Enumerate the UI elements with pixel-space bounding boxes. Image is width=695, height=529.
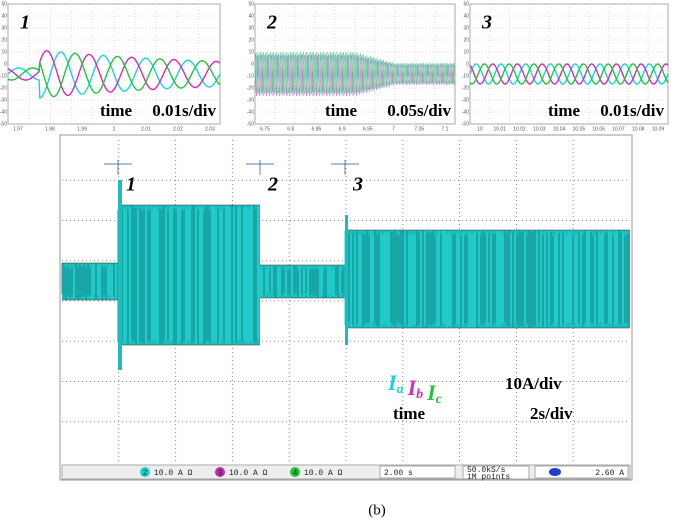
y-tick-label: -50 [462, 121, 469, 127]
inset: 50 40 30 20 10 0 -10 -20 -30 -40 -50 1.97 1.98 1.99 2 2… [0, 1, 220, 132]
y-tick-label: 40 [1, 13, 7, 19]
y-tick-label: -20 [247, 85, 254, 91]
x-tick-label: 10.09 [652, 126, 665, 132]
y-tick-label: 0 [251, 61, 254, 67]
waveform-envelope [118, 205, 260, 345]
y-tick-label: -40 [462, 109, 469, 115]
y-tick-label: 20 [1, 37, 7, 43]
x-tick-label: 6.8 [287, 126, 294, 132]
x-tick-label: 10.04 [553, 126, 566, 132]
x-tick-label: 6.95 [363, 126, 373, 132]
inset-number: 2 [266, 12, 277, 34]
x-tick-label: 10.02 [513, 126, 526, 132]
y-tick-label: 0 [466, 61, 469, 67]
channel-id: 3 [218, 469, 223, 478]
zoom-number: 1 [126, 174, 136, 196]
figure: 50403020100-10-20-30-40-501.971.981.9922… [0, 0, 695, 529]
page: {"insets": [ {"number": "1", "time": "ti… [0, 0, 695, 529]
y-tick-label: 20 [248, 37, 254, 43]
legend-sub: a [397, 382, 404, 397]
transient [345, 215, 348, 345]
y-tick-label: 30 [1, 25, 7, 31]
inset-time: time [548, 101, 581, 120]
y-tick-label: 30 [463, 25, 469, 31]
timebase: 2.00 s [384, 469, 413, 478]
transient [118, 180, 122, 370]
current-scale: 10A/div [505, 374, 562, 393]
x-tick-label: 10.07 [612, 126, 625, 132]
y-tick-label: 10 [463, 49, 469, 55]
y-tick-label: 10 [248, 49, 254, 55]
y-tick-label: -10 [247, 73, 254, 79]
x-tick-label: 1.97 [13, 126, 23, 132]
x-tick-label: 6.9 [339, 126, 346, 132]
x-tick-label: 2.01 [141, 126, 151, 132]
points: 1M points [467, 473, 510, 482]
zoom-number: 3 [352, 174, 363, 196]
trigger-badge [549, 468, 561, 476]
x-tick-label: 2.02 [173, 126, 183, 132]
trigger: 2.60 A [595, 469, 624, 478]
x-tick-label: 10.03 [533, 126, 546, 132]
x-tick-label: 10.05 [573, 126, 586, 132]
y-tick-label: 50 [1, 1, 7, 7]
inset-time: time [325, 101, 358, 120]
channel-setting: 10.0 A Ω [304, 469, 343, 478]
y-tick-label: -50 [0, 121, 7, 127]
y-tick-label: -10 [462, 73, 469, 79]
x-tick-label: 10.08 [632, 126, 645, 132]
y-tick-label: -50 [247, 121, 254, 127]
x-tick-label: 1.98 [45, 126, 55, 132]
y-tick-label: -10 [0, 73, 7, 79]
y-tick-label: -30 [462, 97, 469, 103]
y-tick-label: 20 [463, 37, 469, 43]
y-tick-label: 50 [463, 1, 469, 7]
inset-scale: 0.05s/div [387, 101, 451, 120]
scope-screen: 123IaIbIc10A/divtime2s/div210.0 A Ω310.0… [60, 135, 632, 482]
x-tick-label: 6.85 [312, 126, 322, 132]
x-tick-label: 2.03 [205, 126, 215, 132]
caption: (b) [368, 502, 386, 518]
y-tick-label: -40 [0, 109, 7, 115]
x-tick-label: 7 [392, 126, 395, 132]
y-tick-label: -20 [462, 85, 469, 91]
y-tick-label: 30 [248, 25, 254, 31]
zoom-number: 2 [267, 174, 278, 196]
x-tick-label: 10.01 [494, 126, 507, 132]
x-tick-label: 10 [477, 126, 483, 132]
inset-time: time [100, 101, 133, 120]
inset-scale: 0.01s/div [152, 101, 216, 120]
y-tick-label: 40 [248, 13, 254, 19]
x-tick-label: 6.75 [260, 126, 270, 132]
insets: 50403020100-10-20-30-40-501.971.981.9922… [0, 1, 668, 132]
inset: 50 40 30 20 10 0 -10 -20 -30 -40 -50 10 10.01 10.02 10… [462, 1, 668, 132]
channel-setting: 10.0 A Ω [229, 469, 268, 478]
x-tick-label: 7.1 [442, 126, 449, 132]
channel-setting: 10.0 A Ω [154, 469, 193, 478]
y-tick-label: 40 [463, 13, 469, 19]
y-tick-label: -40 [247, 109, 254, 115]
y-tick-label: 50 [248, 1, 254, 7]
inset-number: 1 [20, 12, 30, 34]
time-scale: 2s/div [530, 404, 573, 423]
legend-sub: c [436, 392, 443, 407]
y-tick-label: 0 [4, 61, 7, 67]
x-tick-label: 2 [113, 126, 116, 132]
channel-id: 2 [143, 469, 148, 478]
x-tick-label: 7.05 [414, 126, 424, 132]
inset-number: 3 [481, 12, 492, 34]
channel-id: 4 [293, 469, 298, 478]
y-tick-label: -30 [247, 97, 254, 103]
time-label: time [393, 404, 426, 423]
inset-scale: 0.01s/div [600, 101, 664, 120]
y-tick-label: -20 [0, 85, 7, 91]
x-tick-label: 10.06 [592, 126, 605, 132]
legend-sub: b [416, 387, 423, 402]
inset: 50 40 30 20 10 0 -10 -20 -30 -40 -50 6.75 6.8 6.85 6.9… [247, 1, 455, 132]
y-tick-label: 10 [1, 49, 7, 55]
y-tick-label: -30 [0, 97, 7, 103]
x-tick-label: 1.99 [77, 126, 87, 132]
